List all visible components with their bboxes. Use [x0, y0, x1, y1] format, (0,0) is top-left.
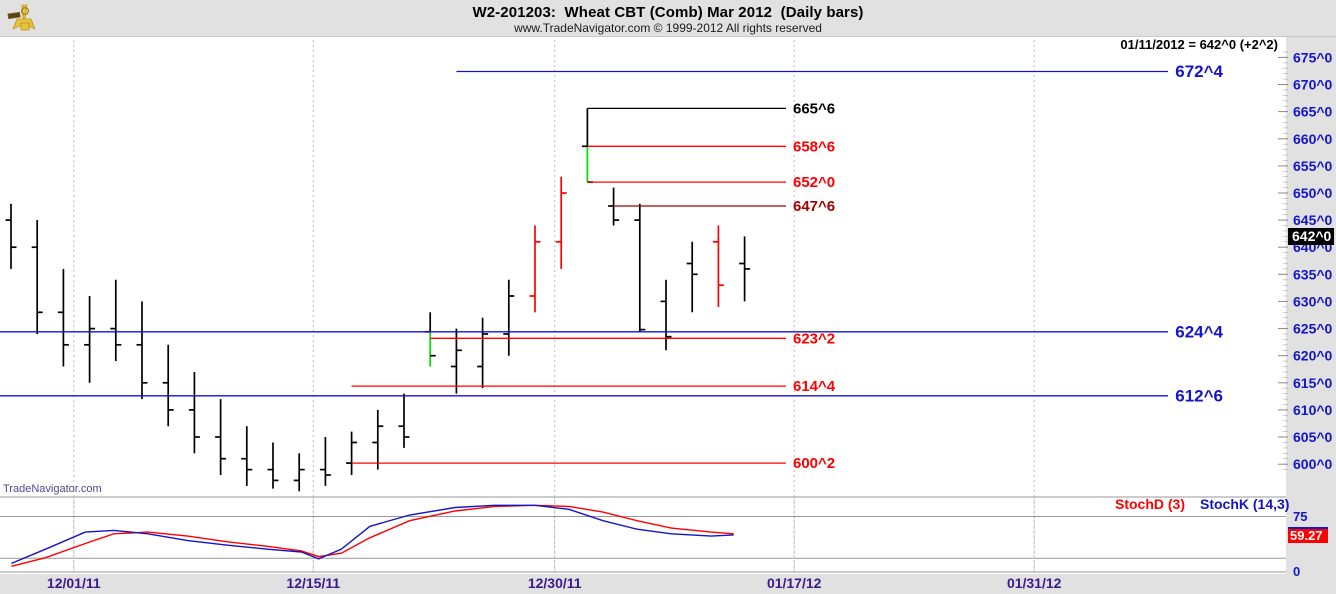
svg-text:600^2: 600^2: [793, 455, 835, 472]
svg-text:665^0: 665^0: [1293, 104, 1333, 120]
svg-text:650^0: 650^0: [1293, 185, 1333, 201]
svg-text:625^0: 625^0: [1293, 321, 1333, 337]
svg-text:624^4: 624^4: [1175, 322, 1223, 341]
svg-text:635^0: 635^0: [1293, 266, 1333, 282]
svg-text:642^0: 642^0: [1292, 228, 1332, 244]
svg-text:623^2: 623^2: [793, 330, 835, 347]
svg-text:StochD (3): StochD (3): [1115, 496, 1185, 512]
svg-text:665^6: 665^6: [793, 100, 835, 117]
svg-text:645^0: 645^0: [1293, 212, 1333, 228]
svg-text:652^0: 652^0: [793, 174, 835, 191]
svg-text:620^0: 620^0: [1293, 348, 1333, 364]
svg-text:12/01/11: 12/01/11: [47, 575, 101, 591]
svg-text:614^4: 614^4: [793, 378, 836, 395]
svg-text:675^0: 675^0: [1293, 49, 1333, 65]
svg-text:658^6: 658^6: [793, 138, 835, 155]
svg-text:670^0: 670^0: [1293, 77, 1333, 93]
svg-text:672^4: 672^4: [1175, 62, 1223, 81]
svg-text:TradeNavigator.com: TradeNavigator.com: [3, 483, 102, 495]
svg-text:12/15/11: 12/15/11: [286, 575, 340, 591]
svg-text:600^0: 600^0: [1293, 456, 1333, 472]
svg-text:612^6: 612^6: [1175, 386, 1223, 405]
svg-text:75: 75: [1293, 509, 1307, 524]
svg-text:01/17/12: 01/17/12: [767, 575, 822, 591]
svg-text:660^0: 660^0: [1293, 131, 1333, 147]
svg-text:610^0: 610^0: [1293, 402, 1333, 418]
svg-text:655^0: 655^0: [1293, 158, 1333, 174]
svg-text:615^0: 615^0: [1293, 375, 1333, 391]
svg-text:StochK (14,3): StochK (14,3): [1200, 496, 1289, 512]
svg-text:0: 0: [1293, 564, 1300, 579]
svg-text:630^0: 630^0: [1293, 293, 1333, 309]
svg-text:605^0: 605^0: [1293, 429, 1333, 445]
svg-text:01/11/2012 = 642^0 (+2^2): 01/11/2012 = 642^0 (+2^2): [1120, 37, 1278, 52]
svg-text:59.27: 59.27: [1290, 528, 1323, 543]
svg-text:01/31/12: 01/31/12: [1007, 575, 1062, 591]
svg-text:647^6: 647^6: [793, 198, 835, 215]
svg-text:12/30/11: 12/30/11: [528, 575, 582, 591]
